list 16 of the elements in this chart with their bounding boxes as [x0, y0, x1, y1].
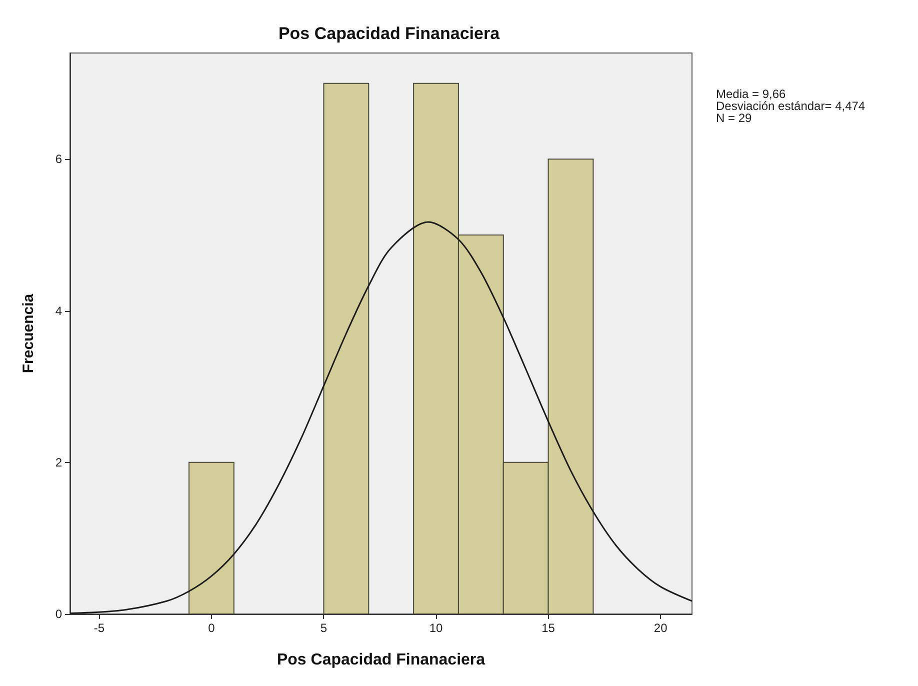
- y-tick-label: 0: [55, 607, 62, 621]
- x-tick-label: 20: [654, 621, 668, 635]
- x-tick-label: 15: [542, 621, 556, 635]
- x-tick-label: 10: [429, 621, 444, 635]
- y-tick-label: 6: [55, 152, 62, 166]
- y-axis-title: Frecuencia: [20, 293, 37, 374]
- x-tick-label: -5: [94, 621, 105, 635]
- chart-title: Pos Capacidad Finanaciera: [278, 24, 500, 43]
- text: Desviación estándar= 4,474: [716, 99, 866, 113]
- x-tick-label: 5: [320, 621, 328, 635]
- text: N = 29: [716, 111, 752, 125]
- x-axis-title: Pos Capacidad Finanaciera: [276, 652, 486, 668]
- text: Media = 9,66: [716, 87, 786, 101]
- y-tick-label: 4: [55, 304, 62, 318]
- y-tick-label: 2: [55, 455, 62, 470]
- x-tick-label: 0: [208, 621, 216, 635]
